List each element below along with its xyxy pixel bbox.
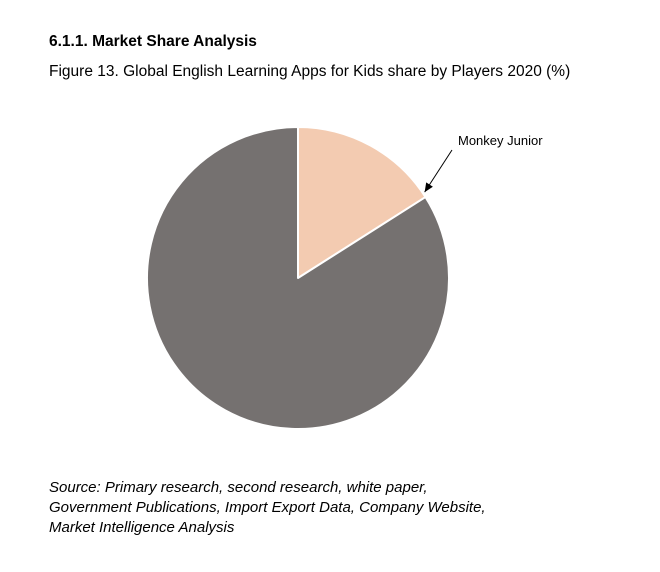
pie-annotation: Monkey Junior	[424, 133, 543, 193]
pie-slices	[146, 126, 450, 430]
annotation-arrowhead	[424, 182, 433, 193]
source-note: Source: Primary research, second researc…	[49, 479, 486, 536]
pie-slice-other-1	[146, 126, 450, 430]
pie-slice-monkey-junior	[297, 126, 427, 279]
figure-caption: Figure 13. Global English Learning Apps …	[49, 63, 571, 80]
annotation-label-monkey-junior: Monkey Junior	[458, 133, 543, 148]
section-heading: 6.1.1. Market Share Analysis	[49, 33, 257, 50]
